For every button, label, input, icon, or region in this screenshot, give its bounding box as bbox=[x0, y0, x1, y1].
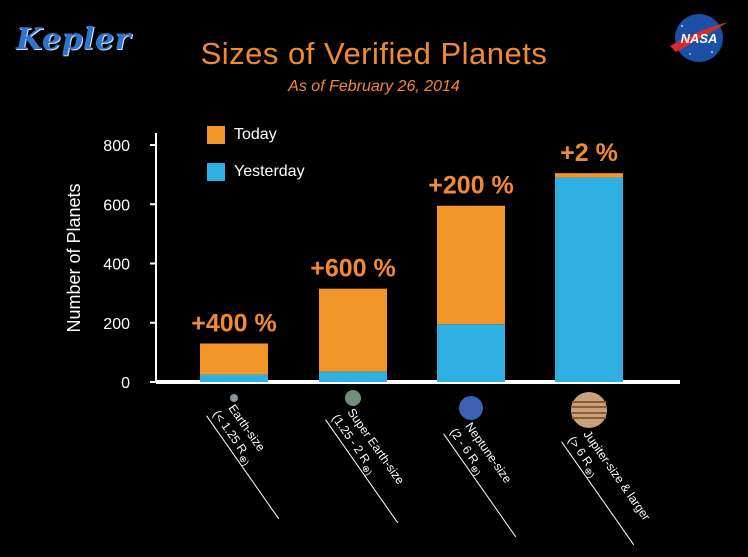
y-axis-label: Number of Planets bbox=[64, 183, 84, 332]
legend-swatch-yesterday bbox=[207, 163, 225, 181]
y-tick-label: 400 bbox=[103, 257, 130, 274]
legend-swatch-today bbox=[207, 126, 225, 144]
chart-title: Sizes of Verified Planets bbox=[200, 36, 548, 71]
bar-yesterday bbox=[319, 371, 387, 382]
y-tick-label: 0 bbox=[121, 375, 130, 392]
percent-annotations: +400 % +600 % +200 % +2 % bbox=[191, 139, 618, 337]
percent-annotation: +2 % bbox=[560, 139, 618, 167]
kepler-logo: Kepler bbox=[16, 22, 131, 57]
category-underline bbox=[325, 419, 399, 524]
category-underline bbox=[443, 433, 517, 538]
percent-annotation: +600 % bbox=[310, 255, 396, 283]
category-label: Neptune-size(2 - 6 R⊕) bbox=[443, 420, 517, 538]
y-tick-label: 800 bbox=[103, 138, 130, 155]
y-ticks: 0 200 400 600 800 bbox=[103, 138, 156, 392]
percent-annotation: +200 % bbox=[428, 172, 514, 200]
legend-label-today: Today bbox=[234, 126, 277, 143]
category-underline bbox=[561, 441, 635, 546]
nasa-logo: NASA bbox=[670, 14, 728, 62]
jupiter-icon bbox=[571, 392, 607, 428]
category-label: Earth-size(< 1.25 R⊕) bbox=[206, 402, 280, 520]
bar-yesterday bbox=[555, 177, 623, 382]
legend: Today Yesterday bbox=[207, 126, 305, 181]
category-label: Jupiter-size & larger(> 6 R⊕) bbox=[561, 428, 653, 546]
neptune-icon bbox=[459, 396, 483, 420]
x-category-labels: Earth-size(< 1.25 R⊕) Super Earth-size(1.… bbox=[206, 390, 653, 546]
bar-today bbox=[437, 205, 505, 325]
category-label: Super Earth-size(1.25 - 2 R⊕) bbox=[325, 406, 407, 524]
bar-today bbox=[555, 173, 623, 178]
bar-today bbox=[319, 288, 387, 372]
chart-subtitle: As of February 26, 2014 bbox=[288, 78, 460, 95]
legend-label-yesterday: Yesterday bbox=[234, 163, 305, 180]
earth-icon bbox=[230, 394, 238, 402]
y-tick-label: 200 bbox=[103, 316, 130, 333]
bar-today bbox=[200, 343, 268, 375]
bar-yesterday bbox=[200, 374, 268, 382]
bar-yesterday bbox=[437, 324, 505, 382]
category-underline bbox=[206, 415, 280, 520]
percent-annotation: +400 % bbox=[191, 309, 277, 337]
nasa-logo-text: NASA bbox=[681, 31, 718, 46]
bars bbox=[200, 173, 623, 382]
y-tick-label: 600 bbox=[103, 197, 130, 214]
super-earth-icon bbox=[345, 390, 361, 406]
